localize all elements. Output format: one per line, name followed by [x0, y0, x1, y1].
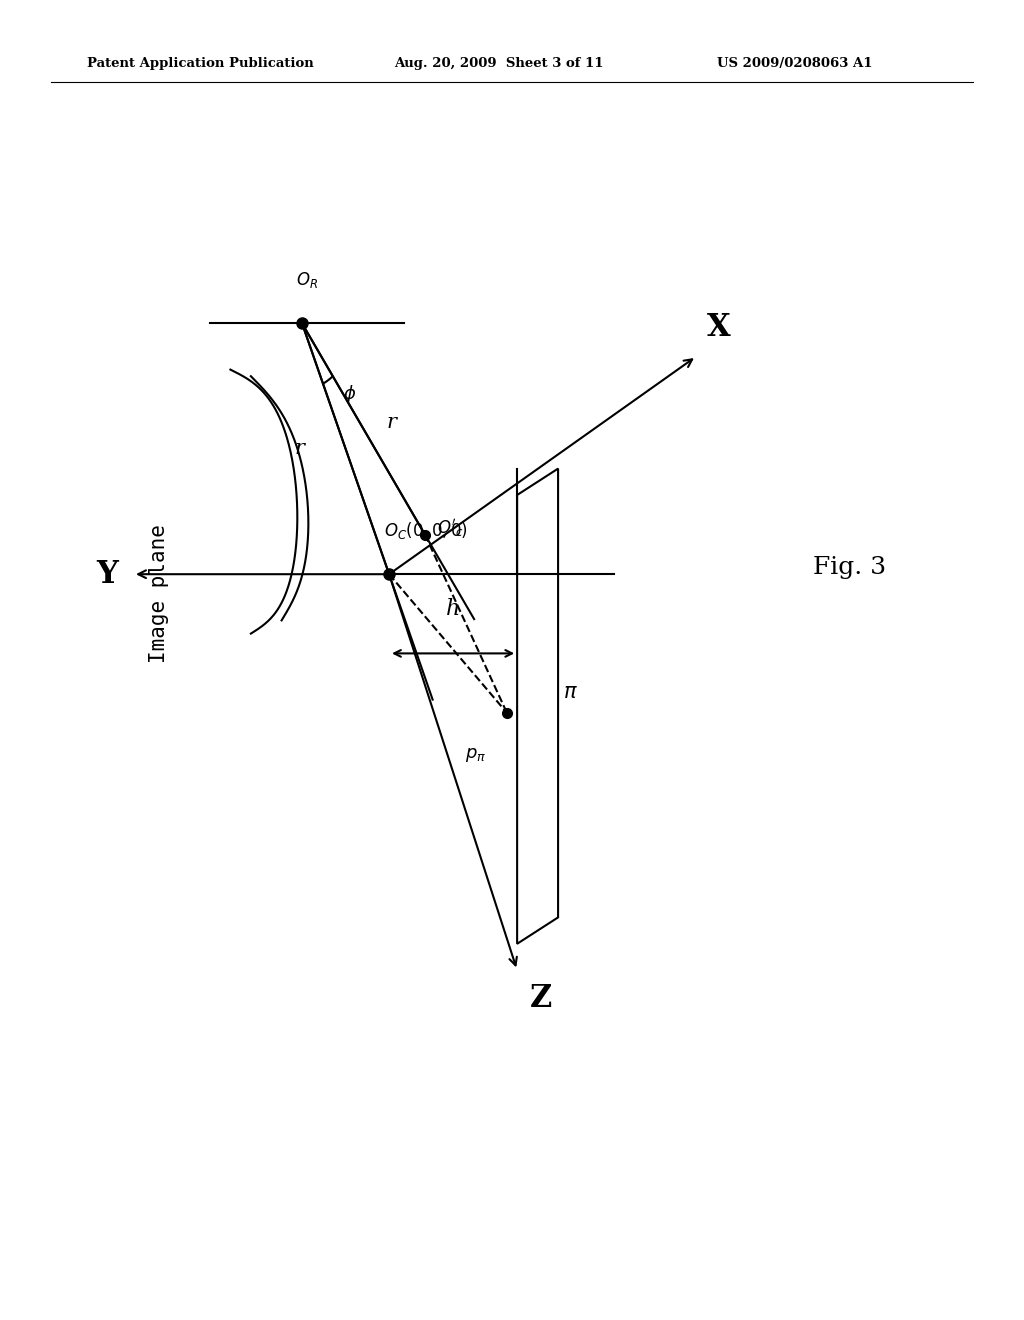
Text: Image plane: Image plane	[148, 524, 169, 664]
Text: r: r	[295, 440, 305, 458]
Text: $p_\pi$: $p_\pi$	[465, 746, 486, 764]
Text: $O_R$: $O_R$	[296, 271, 318, 290]
Text: r: r	[386, 413, 396, 432]
Text: $\phi$: $\phi$	[343, 383, 356, 405]
Text: Z: Z	[529, 983, 552, 1014]
Text: X: X	[707, 313, 730, 343]
Text: US 2009/0208063 A1: US 2009/0208063 A1	[717, 57, 872, 70]
Text: Y: Y	[96, 558, 118, 590]
Text: $\pi$: $\pi$	[563, 684, 578, 702]
Text: h: h	[445, 598, 461, 620]
Text: Patent Application Publication: Patent Application Publication	[87, 57, 313, 70]
Text: Aug. 20, 2009  Sheet 3 of 11: Aug. 20, 2009 Sheet 3 of 11	[394, 57, 604, 70]
Text: Fig. 3: Fig. 3	[813, 556, 887, 579]
Text: $O'_c$: $O'_c$	[437, 517, 464, 539]
Text: $O_C(0,0,0)$: $O_C(0,0,0)$	[384, 520, 468, 541]
